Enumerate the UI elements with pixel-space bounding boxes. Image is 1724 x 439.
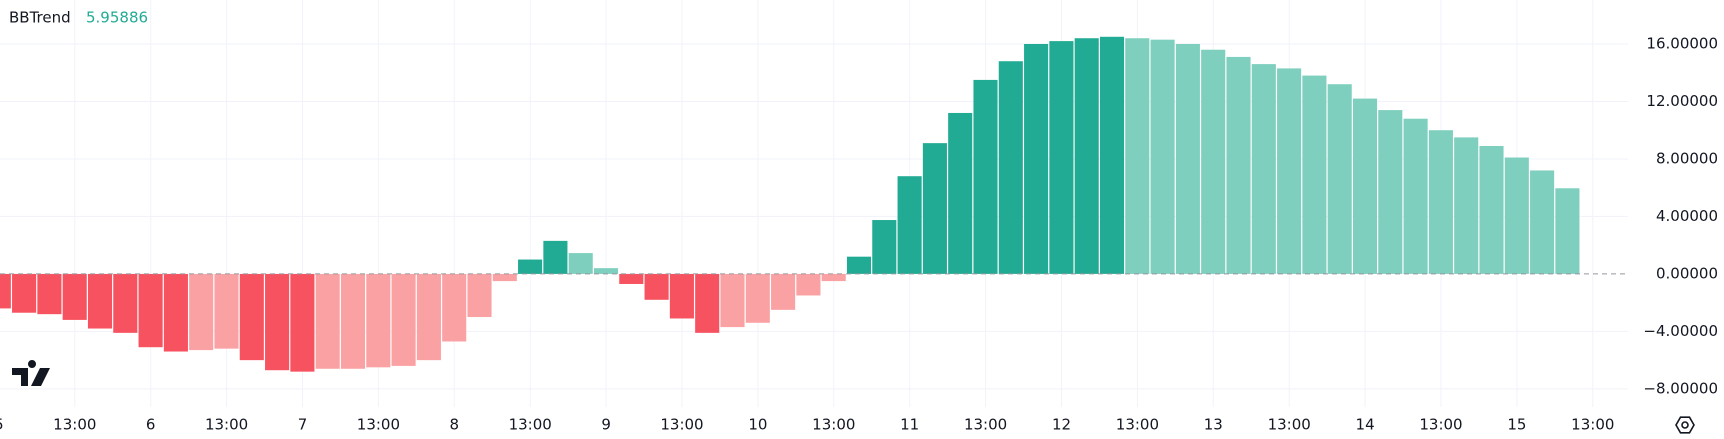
bar: [1352, 98, 1378, 274]
bar: [1175, 43, 1200, 274]
logo: [12, 360, 50, 386]
bar: [214, 273, 239, 349]
bar: [1099, 36, 1125, 274]
x-tick-label: 13:00: [1419, 416, 1462, 434]
x-tick-label: 14: [1356, 416, 1375, 434]
plot: [0, 0, 1628, 407]
bar: [897, 176, 922, 274]
x-tick-label: 13:00: [357, 416, 400, 434]
bar: [720, 273, 745, 328]
bar: [593, 268, 619, 274]
bar: [745, 273, 770, 323]
x-tick-label: 11: [900, 416, 919, 434]
bar: [467, 273, 492, 318]
bar: [568, 253, 593, 274]
bar: [340, 273, 366, 369]
bar: [265, 273, 290, 371]
bar: [695, 273, 720, 333]
bar: [239, 273, 264, 361]
bar: [1403, 118, 1428, 274]
x-tick-label: 7: [298, 416, 308, 434]
bar: [138, 273, 163, 348]
x-tick-label: 10: [748, 416, 767, 434]
x-tick-label: 9: [601, 416, 611, 434]
indicator-name: BBTrend: [9, 9, 71, 27]
bar: [973, 79, 998, 274]
bar: [872, 220, 897, 274]
bar: [644, 273, 669, 300]
bar: [1428, 130, 1453, 274]
y-tick-label: 8.00000: [1656, 149, 1718, 167]
bar: [163, 273, 188, 352]
bar: [62, 273, 87, 320]
bar: [1479, 146, 1504, 274]
bar: [442, 273, 467, 342]
bar: [492, 273, 517, 282]
bar: [113, 273, 138, 333]
bar: [1125, 38, 1150, 274]
x-tick-label: 13:00: [812, 416, 855, 434]
bar: [1277, 68, 1302, 274]
bar: [922, 143, 947, 274]
bar: [948, 112, 973, 274]
bar: [0, 273, 11, 309]
bar: [796, 273, 821, 296]
x-tick-label: 8: [450, 416, 460, 434]
indicator-value: 5.95886: [86, 9, 148, 27]
x-tick-label: 12: [1052, 416, 1071, 434]
bar: [87, 273, 113, 329]
bar: [998, 61, 1023, 274]
bar: [189, 273, 214, 351]
bar: [1555, 188, 1580, 274]
bar: [821, 273, 846, 282]
x-tick-label: 5: [0, 416, 4, 434]
bar: [290, 273, 315, 372]
bar: [391, 273, 416, 366]
bar: [518, 259, 543, 274]
x-tick-label: 15: [1507, 416, 1526, 434]
bar: [771, 273, 796, 310]
bar: [1074, 38, 1099, 274]
x-tick-label: 13:00: [53, 416, 96, 434]
y-tick-label: −8.00000: [1643, 379, 1718, 397]
x-tick-label: 13:00: [1116, 416, 1159, 434]
x-tick-label: 13:00: [964, 416, 1007, 434]
bar: [1150, 39, 1175, 274]
bar: [12, 273, 37, 313]
bar: [1024, 43, 1049, 274]
bar: [846, 256, 872, 274]
bar: [315, 273, 340, 369]
x-tick-label: 13: [1204, 416, 1223, 434]
y-tick-label: 0.00000: [1656, 264, 1718, 282]
bar: [1251, 64, 1276, 274]
y-tick-label: 16.00000: [1646, 34, 1718, 52]
x-tick-label: 13:00: [1268, 416, 1311, 434]
bar: [1201, 49, 1226, 274]
x-tick-label: 13:00: [509, 416, 552, 434]
bar: [1530, 170, 1555, 274]
y-tick-label: 12.00000: [1646, 92, 1718, 110]
x-tick-label: 13:00: [1571, 416, 1614, 434]
y-tick-label: 4.00000: [1656, 207, 1718, 225]
bar: [1504, 157, 1529, 274]
bar: [1454, 137, 1479, 274]
bar: [366, 273, 391, 368]
bar: [619, 273, 644, 284]
bar: [669, 273, 694, 319]
x-tick-label: 6: [146, 416, 156, 434]
settings-icon[interactable]: [1675, 416, 1695, 434]
bar: [416, 273, 441, 361]
bar: [1327, 84, 1352, 274]
y-tick-label: −4.00000: [1643, 322, 1718, 340]
bar: [1226, 56, 1251, 274]
bar: [37, 273, 62, 315]
bar: [1378, 110, 1403, 274]
x-tick-label: 13:00: [205, 416, 248, 434]
x-tick-label: 13:00: [660, 416, 703, 434]
bar: [543, 240, 568, 274]
bar: [1049, 41, 1074, 274]
bar: [1302, 75, 1327, 274]
